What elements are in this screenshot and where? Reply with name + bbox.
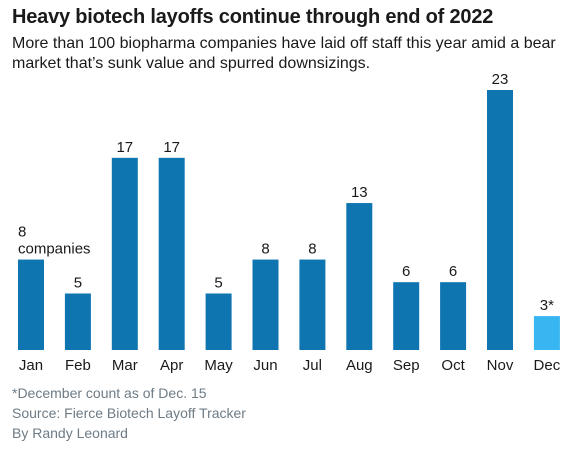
bar-apr — [158, 157, 185, 350]
value-label-dec: 3* — [540, 297, 554, 314]
value-label-feb: 5 — [74, 274, 82, 291]
category-label-nov: Nov — [487, 357, 514, 374]
byline: By Randy Leonard — [12, 425, 128, 441]
bar-mar — [111, 157, 138, 350]
bar-jun — [252, 259, 279, 350]
bar-sep — [393, 282, 420, 350]
chart-notes: *December count as of Dec. 15 Source: Fi… — [12, 383, 246, 443]
value-label-aug: 13 — [351, 184, 368, 201]
value-label-oct: 6 — [449, 263, 457, 280]
category-label-sep: Sep — [393, 357, 420, 374]
value-label-apr: 17 — [163, 139, 180, 156]
category-label-aug: Aug — [346, 357, 373, 374]
bar-may — [205, 293, 232, 350]
bar-jul — [299, 259, 326, 350]
category-label-jun: Jun — [253, 357, 277, 374]
bar-oct — [440, 282, 467, 350]
value-label-jun: 8 — [261, 241, 269, 258]
footnote: *December count as of Dec. 15 — [12, 385, 207, 401]
bar-dec — [533, 316, 560, 350]
value-label-mar: 17 — [116, 139, 133, 156]
value-label-may: 5 — [214, 274, 222, 291]
unit-label: companies — [18, 241, 91, 258]
category-label-may: May — [204, 357, 233, 374]
category-label-jan: Jan — [19, 357, 43, 374]
bar-feb — [64, 293, 91, 350]
category-label-oct: Oct — [441, 357, 465, 374]
category-label-apr: Apr — [160, 357, 183, 374]
chart-title: Heavy biotech layoffs continue through e… — [12, 6, 494, 28]
category-label-jul: Jul — [303, 357, 322, 374]
value-label-nov: 23 — [492, 71, 509, 88]
category-label-mar: Mar — [112, 357, 138, 374]
chart-subtitle: More than 100 biopharma companies have l… — [12, 35, 556, 72]
category-label-feb: Feb — [65, 357, 91, 374]
bar-aug — [346, 203, 373, 350]
category-label-dec: Dec — [534, 357, 561, 374]
bar-jan — [18, 259, 44, 350]
value-label-jul: 8 — [308, 241, 316, 258]
value-label-sep: 6 — [402, 263, 410, 280]
bar-nov — [487, 90, 513, 350]
source-line: Source: Fierce Biotech Layoff Tracker — [12, 405, 246, 421]
value-label-jan: 8 — [18, 224, 26, 241]
